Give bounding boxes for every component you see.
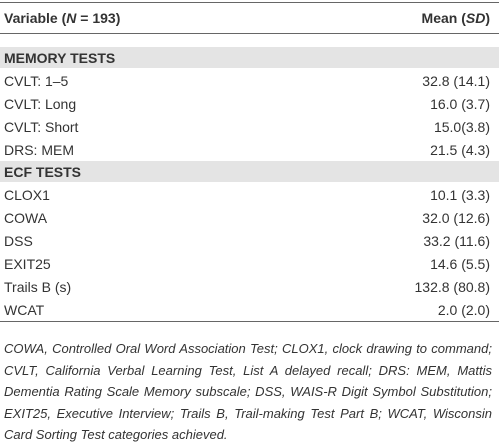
- mean-cell: 33.2 (11.6): [423, 232, 490, 249]
- section-row: MEMORY TESTS: [0, 47, 499, 69]
- data-row: DRS: MEM 21.5 (4.3): [0, 138, 499, 161]
- variable-cell: CVLT: Short: [4, 118, 79, 135]
- data-row: COWA 32.0 (12.6): [0, 206, 499, 229]
- section-row: ECF TESTS: [0, 161, 499, 183]
- table-body: MEMORY TESTS CVLT: 1–5 32.8 (14.1) CVLT: Lo…: [0, 34, 499, 322]
- spacer-row: [0, 34, 499, 48]
- footnote: COWA, Controlled Oral Word Association T…: [4, 341, 492, 442]
- header-text: SD: [465, 10, 486, 26]
- header-row: Variable (N = 193) Mean (SD): [0, 2, 499, 34]
- spacer-cell: [0, 34, 499, 48]
- header-text: Variable (: [4, 10, 67, 26]
- section-title: MEMORY TESTS: [0, 47, 499, 69]
- variable-cell: CVLT: Long: [4, 95, 77, 112]
- variable-cell: WCAT: [0, 298, 297, 322]
- variable-cell: CVLT: 1–5: [4, 72, 69, 89]
- data-row: CVLT: Long 16.0 (3.7): [0, 92, 499, 115]
- data-row: CVLT: Short 15.0(3.8): [0, 115, 499, 138]
- data-row: EXIT25 14.6 (5.5): [0, 252, 499, 275]
- header-mean: Mean (SD): [296, 3, 499, 34]
- header-text: ): [485, 10, 490, 26]
- header-text: N: [66, 10, 77, 26]
- mean-cell: 15.0(3.8): [433, 118, 490, 135]
- mean-cell: 132.8 (80.8): [414, 278, 491, 295]
- variable-cell: CLOX1: [4, 186, 50, 203]
- mean-cell: 14.6 (5.5): [430, 255, 490, 272]
- header-text: = 193): [76, 10, 121, 26]
- mean-cell: 2.0 (2.0): [296, 298, 499, 322]
- variable-cell: Trails B (s): [4, 278, 72, 295]
- mean-cell: 32.8 (14.1): [422, 72, 490, 89]
- data-row: DSS 33.2 (11.6): [0, 229, 499, 252]
- section-title: ECF TESTS: [0, 161, 499, 183]
- variable-cell: EXIT25: [4, 255, 51, 272]
- data-row: Trails B (s) 132.8 (80.8): [0, 275, 499, 298]
- mean-cell: 21.5 (4.3): [430, 141, 490, 158]
- mean-cell: 10.1 (3.3): [430, 186, 490, 203]
- variable-cell: DRS: MEM: [4, 141, 74, 158]
- table: Variable (N = 193) Mean (SD) MEMORY TEST…: [0, 2, 499, 322]
- data-row: CVLT: 1–5 32.8 (14.1): [0, 69, 499, 93]
- table-header: Variable (N = 193) Mean (SD): [0, 2, 499, 34]
- variable-cell: COWA: [4, 209, 48, 226]
- mean-cell: 16.0 (3.7): [430, 95, 490, 112]
- data-row: WCAT 2.0 (2.0): [0, 298, 499, 322]
- data-row: CLOX1 10.1 (3.3): [0, 183, 499, 207]
- variable-cell: DSS: [4, 232, 33, 249]
- header-variable: Variable (N = 193): [0, 3, 296, 34]
- mean-cell: 32.0 (12.6): [422, 209, 490, 226]
- header-text: Mean (: [421, 10, 466, 26]
